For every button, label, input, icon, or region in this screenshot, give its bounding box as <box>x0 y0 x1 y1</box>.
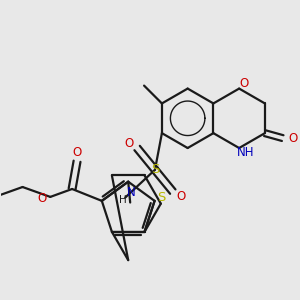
Text: S: S <box>151 163 159 176</box>
Text: O: O <box>176 190 185 203</box>
Text: O: O <box>124 136 134 150</box>
Text: S: S <box>157 191 166 204</box>
Text: O: O <box>288 132 297 145</box>
Text: NH: NH <box>237 146 255 160</box>
Text: O: O <box>239 77 249 90</box>
Text: H: H <box>119 194 127 205</box>
Text: N: N <box>127 186 136 199</box>
Text: O: O <box>72 146 82 159</box>
Text: O: O <box>38 192 47 206</box>
